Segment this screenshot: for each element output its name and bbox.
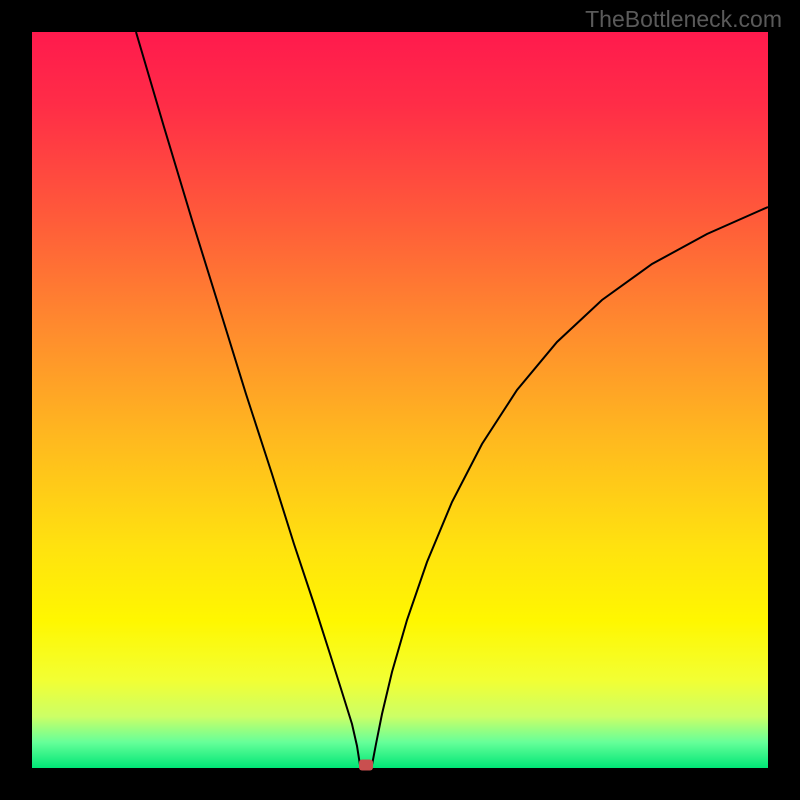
bottleneck-curve [32, 32, 768, 768]
optimal-marker [359, 760, 373, 771]
plot-area [32, 32, 768, 768]
watermark-text: TheBottleneck.com [585, 6, 782, 33]
